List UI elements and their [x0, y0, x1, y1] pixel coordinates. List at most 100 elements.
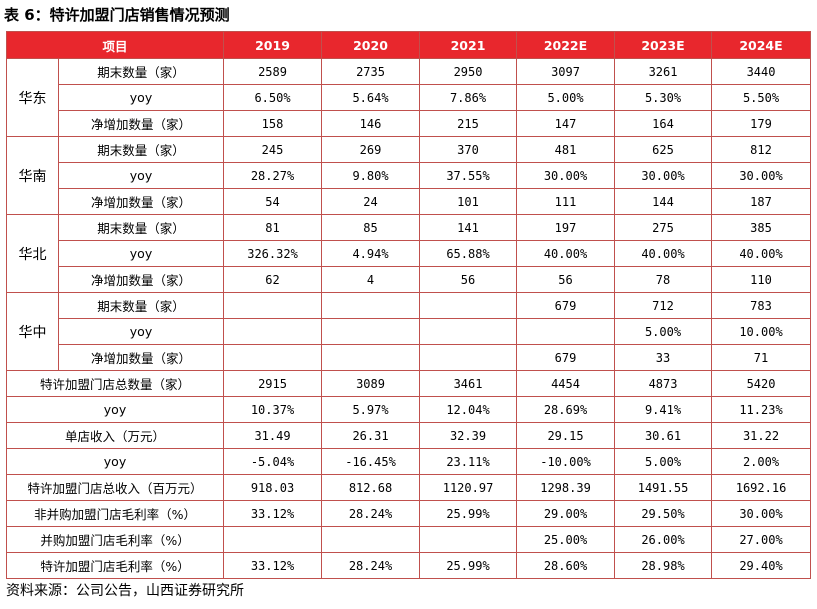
table-row: 特许加盟门店总数量（家） 2915 3089 3461 4454 4873 5420 [5, 370, 812, 397]
value-cell: 31.22 [711, 422, 812, 449]
value-cell: 481 [516, 136, 616, 163]
value-cell [419, 344, 518, 371]
header-cell-year: 2024E [711, 31, 812, 59]
value-cell: 1120.97 [419, 474, 518, 501]
table-row: yoy 28.27% 9.80% 37.55% 30.00% 30.00% 30.00% [7, 162, 812, 189]
table-row: 净增加数量（家） 62 4 56 56 78 110 [7, 266, 812, 293]
value-cell: 144 [614, 188, 713, 215]
table-header: 项目 2019 2020 2021 2022E 2023E 2024E [5, 31, 812, 59]
value-cell: 2950 [419, 58, 518, 85]
value-cell: 215 [419, 110, 518, 137]
value-cell: 4873 [614, 370, 713, 397]
value-cell: 30.00% [711, 500, 812, 527]
metric-label: 净增加数量（家） [57, 344, 225, 371]
region-cell: 华北 [6, 214, 59, 293]
value-cell [321, 344, 421, 371]
value-cell: 29.15 [516, 422, 616, 449]
value-cell: 812 [711, 136, 812, 163]
metric-label: 净增加数量（家） [57, 110, 225, 137]
value-cell [516, 318, 616, 345]
value-cell: 40.00% [614, 240, 713, 267]
metric-label: 期末数量（家） [57, 292, 225, 319]
value-cell [321, 292, 421, 319]
summary-label: 非并购加盟门店毛利率（%） [5, 500, 225, 527]
value-cell: 30.00% [711, 162, 812, 189]
value-cell: 71 [711, 344, 812, 371]
value-cell: 29.40% [711, 552, 812, 579]
value-cell: 12.04% [419, 396, 518, 423]
summary-label: 特许加盟门店总收入（百万元） [5, 474, 225, 501]
value-cell: 28.60% [516, 552, 616, 579]
value-cell [223, 526, 323, 553]
value-cell: 111 [516, 188, 616, 215]
value-cell: 28.24% [321, 552, 421, 579]
value-cell: 40.00% [516, 240, 616, 267]
value-cell: 2915 [223, 370, 323, 397]
value-cell: 625 [614, 136, 713, 163]
summary-label: 特许加盟门店总数量（家） [5, 370, 225, 397]
value-cell: 30.61 [614, 422, 713, 449]
forecast-table: 项目 2019 2020 2021 2022E 2023E 2024E 华东 期末… [5, 31, 812, 579]
value-cell: 7.86% [419, 84, 518, 111]
value-cell: 783 [711, 292, 812, 319]
value-cell: 28.24% [321, 500, 421, 527]
value-cell: 33.12% [223, 500, 323, 527]
table-row: yoy 10.37% 5.97% 12.04% 28.69% 9.41% 11.23% [5, 396, 812, 423]
value-cell: 918.03 [223, 474, 323, 501]
metric-label: 净增加数量（家） [57, 266, 225, 293]
value-cell: 37.55% [419, 162, 518, 189]
value-cell: 1692.16 [711, 474, 812, 501]
value-cell: 27.00% [711, 526, 812, 553]
metric-label: 期末数量（家） [57, 58, 225, 85]
table-row: 非并购加盟门店毛利率（%） 33.12% 28.24% 25.99% 29.00% 29.… [5, 500, 812, 527]
table-row: yoy 6.50% 5.64% 7.86% 5.00% 5.30% 5.50% [7, 84, 812, 111]
value-cell: 187 [711, 188, 812, 215]
value-cell: 9.41% [614, 396, 713, 423]
value-cell: 370 [419, 136, 518, 163]
value-cell: 25.99% [419, 552, 518, 579]
header-cell-year: 2023E [614, 31, 713, 59]
table-row: 华中 期末数量（家） 679 712 783 [6, 292, 812, 371]
value-cell: 28.98% [614, 552, 713, 579]
value-cell: 9.80% [321, 162, 421, 189]
header-cell-year: 2022E [516, 31, 616, 59]
value-cell: 2.00% [711, 448, 812, 475]
region-cell: 华南 [6, 136, 59, 215]
table-row: 并购加盟门店毛利率（%） 25.00% 26.00% 27.00% [5, 526, 812, 553]
value-cell: -5.04% [223, 448, 323, 475]
value-cell: 179 [711, 110, 812, 137]
metric-label: 期末数量（家） [57, 136, 225, 163]
value-cell: 28.27% [223, 162, 323, 189]
value-cell: 40.00% [711, 240, 812, 267]
value-cell: 54 [223, 188, 323, 215]
table-row: 华北 期末数量（家） 81 85 141 197 275 385 [6, 214, 812, 293]
value-cell [223, 318, 323, 345]
value-cell: 78 [614, 266, 713, 293]
value-cell: 5.00% [614, 318, 713, 345]
value-cell: 147 [516, 110, 616, 137]
value-cell: 164 [614, 110, 713, 137]
value-cell: 2735 [321, 58, 421, 85]
value-cell: 33.12% [223, 552, 323, 579]
value-cell: 245 [223, 136, 323, 163]
summary-label: 单店收入（万元） [5, 422, 225, 449]
header-cell-year: 2021 [419, 31, 518, 59]
value-cell: 3440 [711, 58, 812, 85]
table-row: yoy 5.00% 10.00% [7, 318, 812, 345]
value-cell: 26.00% [614, 526, 713, 553]
value-cell: 326.32% [223, 240, 323, 267]
table-row: 华南 期末数量（家） 245 269 370 481 625 812 [6, 136, 812, 215]
table-row: 特许加盟门店毛利率（%） 33.12% 28.24% 25.99% 28.60% 28.9… [5, 552, 812, 579]
value-cell: 5.97% [321, 396, 421, 423]
value-cell: 30.00% [516, 162, 616, 189]
value-cell: -10.00% [516, 448, 616, 475]
value-cell: 26.31 [321, 422, 421, 449]
value-cell: 56 [419, 266, 518, 293]
table-title: 表 6：特许加盟门店销售情况预测 [4, 6, 230, 24]
value-cell: 101 [419, 188, 518, 215]
value-cell: 712 [614, 292, 713, 319]
table-row: 净增加数量（家） 158 146 215 147 164 179 [7, 110, 812, 137]
metric-label: yoy [57, 162, 225, 189]
value-cell: 1491.55 [614, 474, 713, 501]
header-cell-year: 2020 [321, 31, 421, 59]
